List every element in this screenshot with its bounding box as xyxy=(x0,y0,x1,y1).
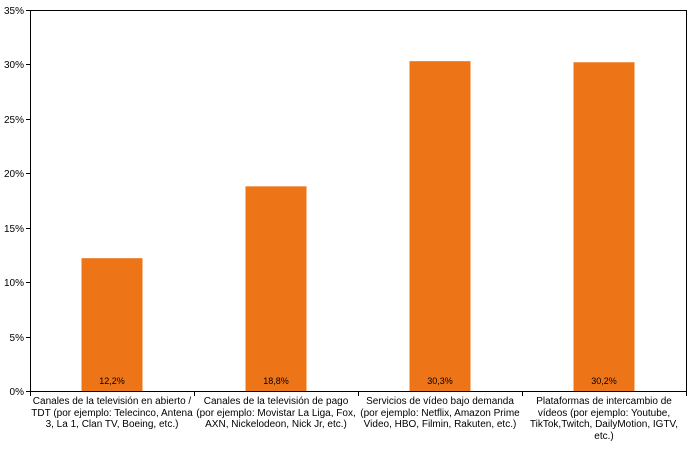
y-tick-label: 10% xyxy=(4,278,24,289)
data-label: 12,2% xyxy=(99,376,125,386)
data-labels: 12,2% 18,8% 30,3% 30,2% xyxy=(99,376,617,386)
y-tick-labels: 0% 5% 10% 15% 20% 25% 30% 35% xyxy=(4,6,24,398)
y-tick-label: 5% xyxy=(10,333,25,344)
x-category-label: Canales de la televisión de pago (por ej… xyxy=(196,396,356,430)
y-tick-label: 25% xyxy=(4,115,24,126)
x-category-label: Servicios de vídeo bajo demanda (por eje… xyxy=(360,396,520,430)
bar xyxy=(245,186,307,391)
x-category-label: Plataformas de intercambio de vídeos (po… xyxy=(529,396,679,442)
y-tick-label: 20% xyxy=(4,169,24,180)
bar xyxy=(409,61,471,392)
x-category-label: Canales de la televisión en abierto / TD… xyxy=(31,396,193,430)
data-label: 30,3% xyxy=(427,376,453,386)
chart-bars xyxy=(81,61,635,392)
y-tick-label: 30% xyxy=(4,60,24,71)
y-tick-label: 35% xyxy=(4,6,24,17)
bar xyxy=(81,258,143,391)
data-label: 30,2% xyxy=(591,376,617,386)
data-label: 18,8% xyxy=(263,376,289,386)
y-tick-label: 15% xyxy=(4,224,24,235)
bar xyxy=(573,62,635,391)
y-tick-label: 0% xyxy=(10,387,25,398)
chart-axes xyxy=(26,10,687,396)
